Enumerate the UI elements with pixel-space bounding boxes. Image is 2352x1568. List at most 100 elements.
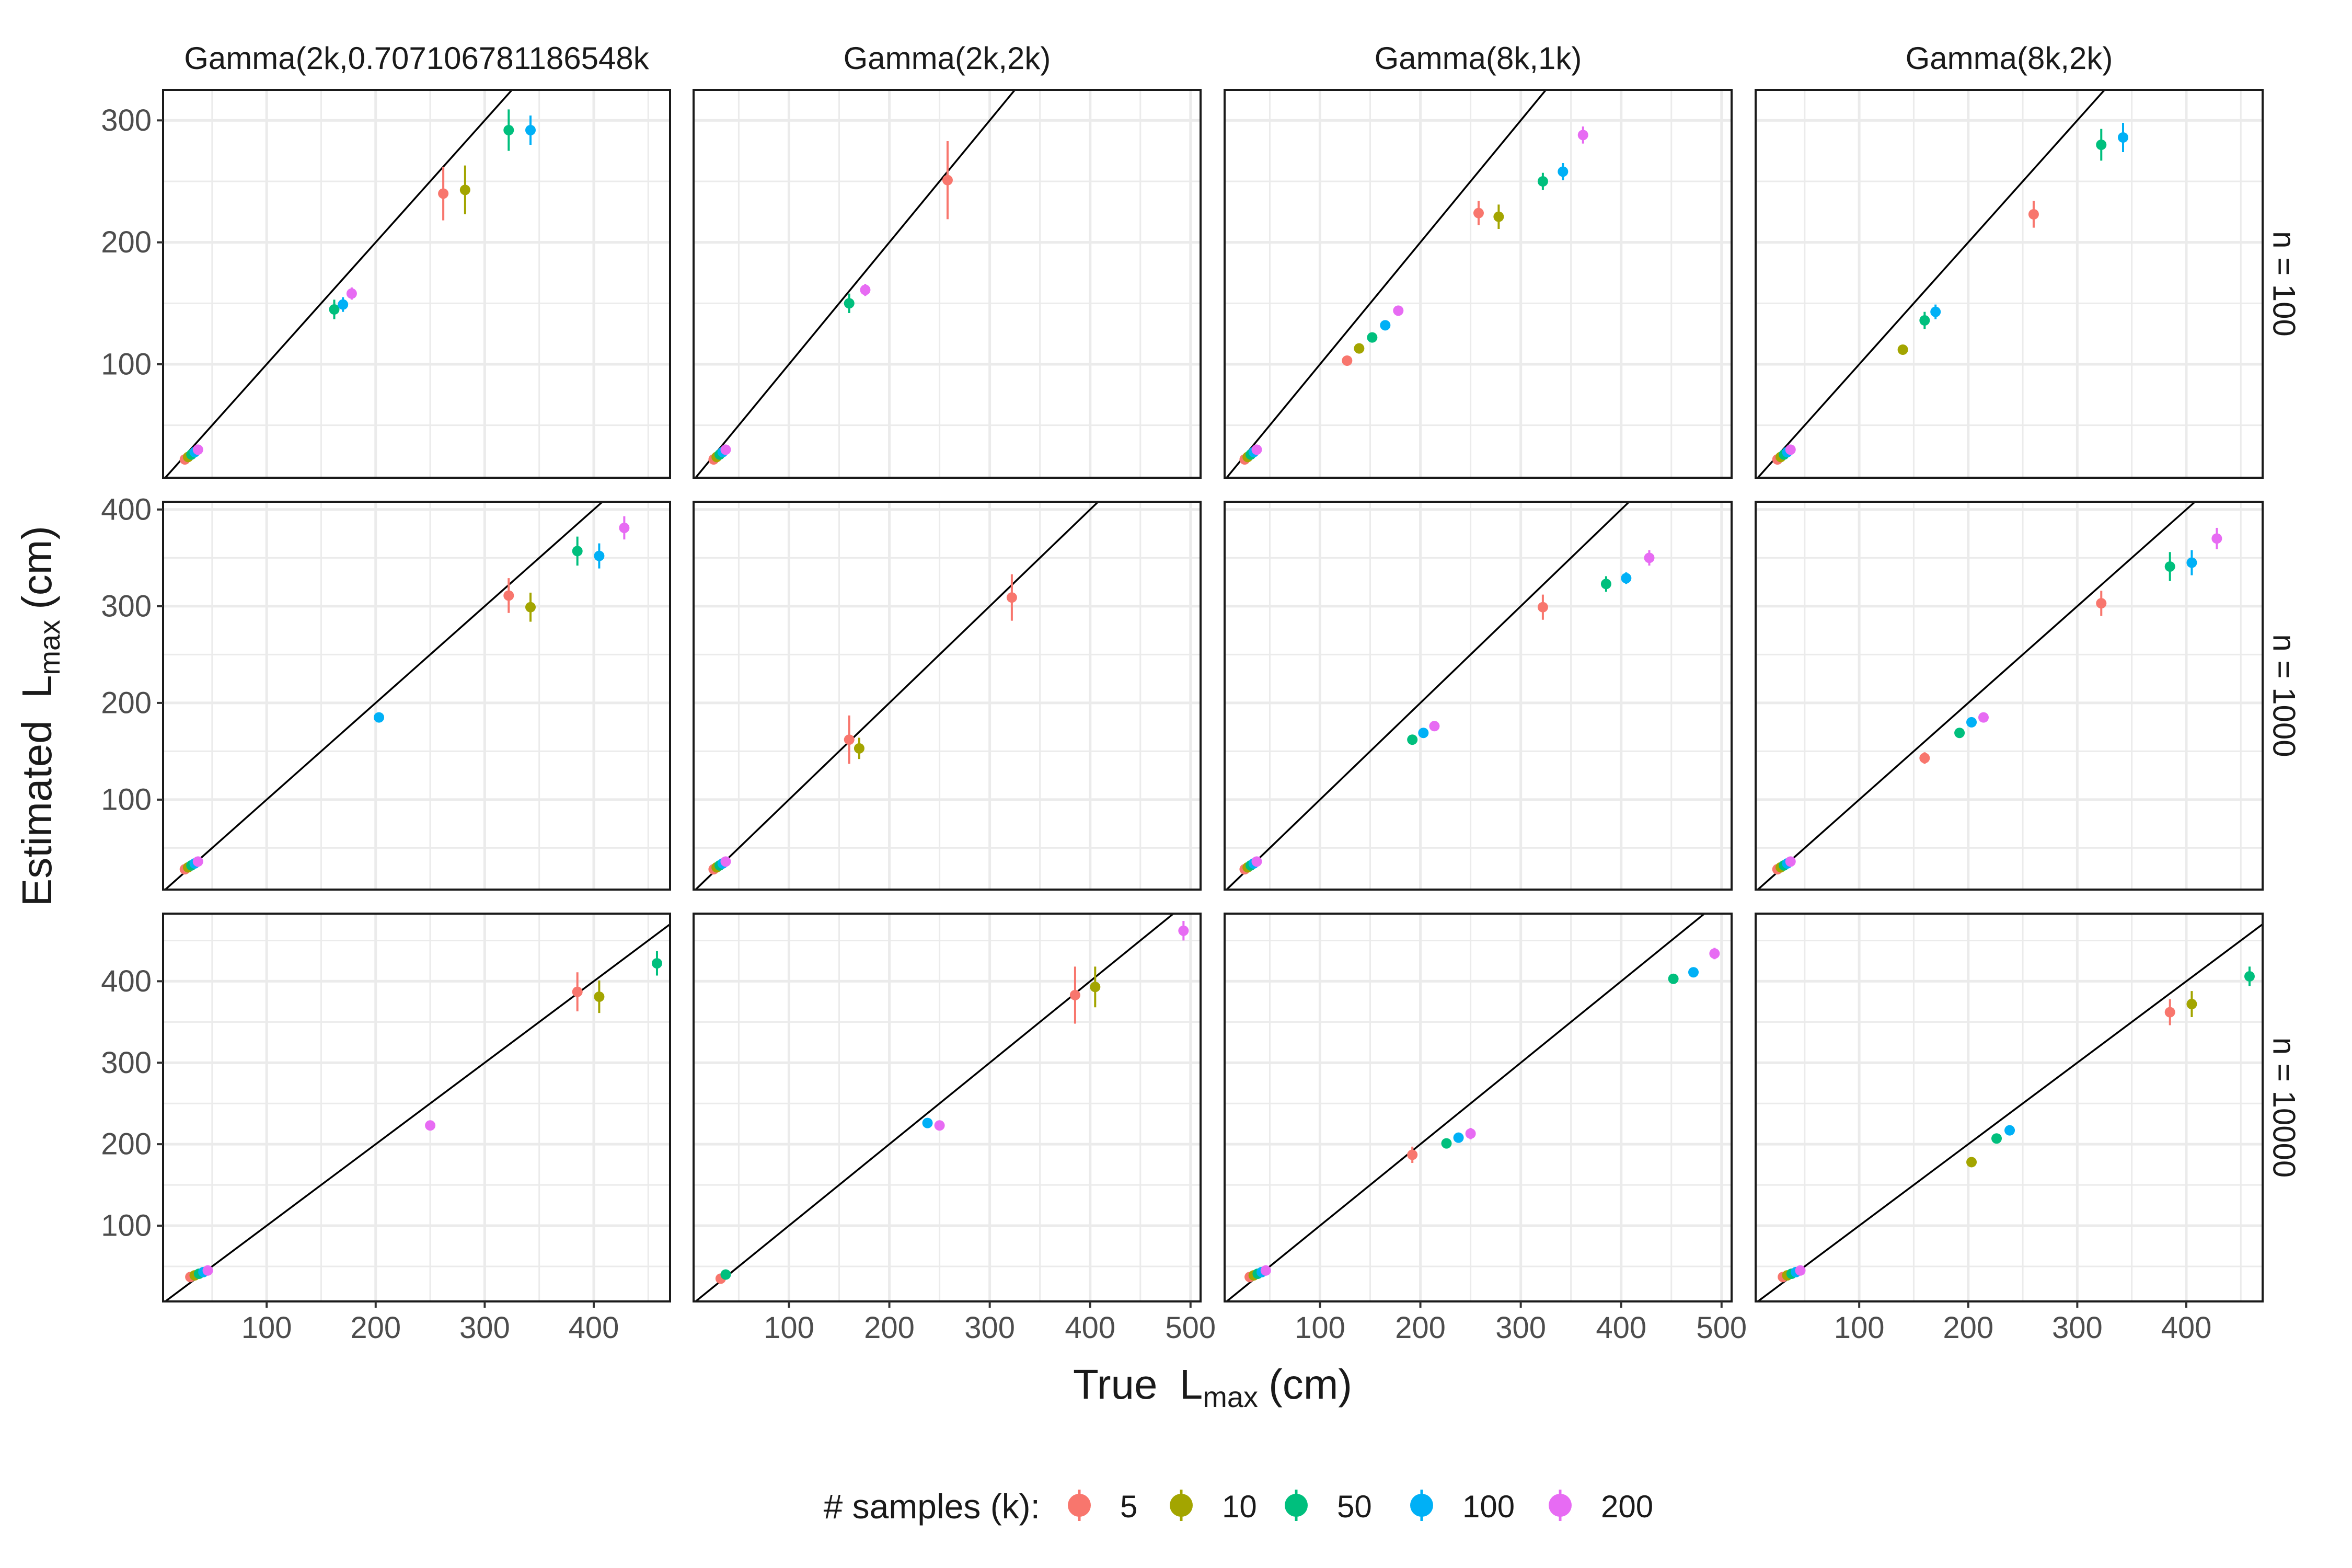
x-tick-label: 500 xyxy=(1165,1311,1216,1345)
panel-grid xyxy=(694,90,1201,478)
point-marker xyxy=(720,856,731,867)
x-axis-title-var: L xyxy=(1180,1361,1203,1408)
point-marker xyxy=(2186,999,2197,1010)
point-marker xyxy=(1342,355,1353,366)
panel-points xyxy=(1778,966,2255,1283)
y-axis-title: Estimated Lmax (cm) xyxy=(14,526,66,906)
panel-grid xyxy=(1225,502,1732,890)
panel-border xyxy=(693,913,1202,1302)
data-point-k5 xyxy=(1473,201,1484,225)
row-strip-label-1: n = 100 xyxy=(2267,231,2302,337)
data-point-k10 xyxy=(1354,343,1365,354)
data-point-k200 xyxy=(1260,1265,1271,1276)
data-point-k10 xyxy=(525,592,536,622)
point-marker xyxy=(594,991,605,1002)
point-marker xyxy=(2244,971,2255,982)
x-tick-label: 300 xyxy=(459,1311,510,1345)
column-strip-label-4: Gamma(8k,2k) xyxy=(1906,41,2113,76)
panel-grid xyxy=(1756,502,2263,890)
data-point-k200 xyxy=(720,444,731,455)
legend-key-marker xyxy=(1549,1494,1572,1517)
data-point-k50 xyxy=(1954,728,1965,739)
point-marker xyxy=(202,1265,213,1276)
point-marker xyxy=(459,185,470,195)
row-strip-label-2: n = 1000 xyxy=(2267,634,2302,757)
data-point-k200 xyxy=(860,284,871,296)
data-point-k200 xyxy=(346,287,357,300)
data-point-k200 xyxy=(1251,856,1262,867)
x-tick-label: 200 xyxy=(864,1311,915,1345)
point-marker xyxy=(1795,1265,1806,1276)
point-marker xyxy=(572,546,583,557)
point-marker xyxy=(1785,444,1796,455)
legend-label: 10 xyxy=(1222,1489,1257,1524)
x-tick-label: 200 xyxy=(1395,1311,1446,1345)
data-point-k200 xyxy=(1465,1127,1476,1139)
panel-border xyxy=(693,89,1202,479)
panel-points xyxy=(179,109,536,465)
legend-item-200: 200 xyxy=(1549,1489,1653,1524)
panel-border xyxy=(1755,913,2264,1302)
x-tick-label: 300 xyxy=(1495,1311,1546,1345)
x-tick-label: 500 xyxy=(1696,1311,1747,1345)
data-point-k100 xyxy=(2117,123,2128,152)
identity-line xyxy=(1756,90,2106,478)
panel-points xyxy=(1772,527,2222,875)
point-marker xyxy=(503,590,514,601)
panel-border xyxy=(162,89,671,479)
data-point-k50 xyxy=(720,1269,731,1280)
y-tick-label: 100 xyxy=(101,1209,152,1243)
legend: # samples (k): 5 10 50 100 200 xyxy=(824,1487,1654,1526)
panel-grid xyxy=(1225,90,1732,478)
data-point-k50 xyxy=(2244,966,2255,986)
point-marker xyxy=(1473,207,1484,218)
y-tick-label: 300 xyxy=(101,103,152,137)
point-marker xyxy=(594,550,605,561)
data-point-k5 xyxy=(2096,591,2107,616)
column-strip-label-3: Gamma(8k,1k) xyxy=(1375,41,1582,76)
data-point-k5 xyxy=(1006,574,1017,621)
panel-grid xyxy=(1756,90,2263,478)
data-point-k100 xyxy=(1558,163,1569,180)
x-axis-title-sub: max xyxy=(1203,1380,1258,1413)
point-marker xyxy=(720,444,731,455)
facet-panel-r2-c1 xyxy=(162,501,671,891)
point-marker xyxy=(1441,1138,1452,1149)
point-marker xyxy=(1688,967,1699,978)
point-marker xyxy=(346,288,357,299)
facet-panel-r3-c2 xyxy=(693,913,1202,1302)
panel-grid xyxy=(163,502,670,890)
panel-points xyxy=(708,574,1017,875)
point-marker xyxy=(1537,176,1548,187)
data-point-k50 xyxy=(2164,552,2175,581)
point-marker xyxy=(1621,573,1632,584)
data-point-k10 xyxy=(594,980,605,1013)
identity-line xyxy=(1225,90,1547,478)
point-marker xyxy=(1919,315,1930,326)
panel-points xyxy=(185,951,662,1283)
data-point-k100 xyxy=(374,712,385,723)
point-marker xyxy=(572,986,583,997)
panel-grid xyxy=(163,90,670,478)
point-marker xyxy=(1897,344,1908,355)
panel-points xyxy=(1239,550,1655,875)
point-marker xyxy=(1577,130,1588,141)
point-marker xyxy=(1954,728,1965,739)
point-marker xyxy=(844,298,855,309)
data-point-k10 xyxy=(2186,991,2197,1017)
x-tick-label: 400 xyxy=(1065,1311,1115,1345)
panel-border xyxy=(162,913,671,1302)
data-point-k5 xyxy=(572,972,583,1012)
x-tick-label: 200 xyxy=(350,1311,401,1345)
point-marker xyxy=(2004,1125,2015,1136)
panel-points xyxy=(1244,948,1720,1283)
facet-panel-r1-c2 xyxy=(693,89,1202,479)
data-point-k200 xyxy=(1251,444,1262,455)
point-marker xyxy=(1006,592,1017,603)
data-point-k5 xyxy=(844,715,855,764)
x-tick-label: 400 xyxy=(1596,1311,1646,1345)
identity-line xyxy=(1756,502,2197,890)
data-point-k10 xyxy=(1897,344,1908,355)
data-point-k10 xyxy=(459,165,470,214)
data-point-k50 xyxy=(1537,172,1548,190)
